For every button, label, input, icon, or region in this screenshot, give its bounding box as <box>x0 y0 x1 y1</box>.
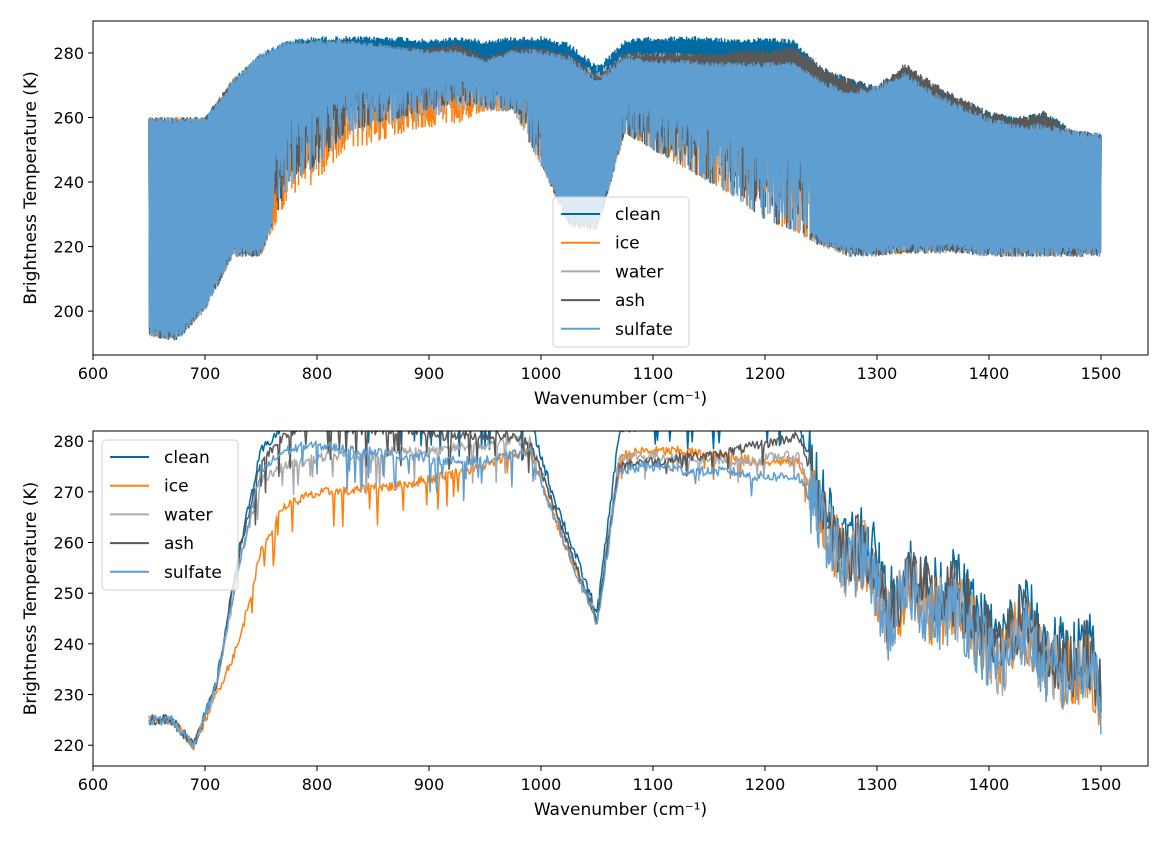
x-tick-label: 900 <box>414 364 445 383</box>
y-tick-label: 260 <box>53 108 84 127</box>
series-line-sulfate <box>148 39 1102 340</box>
legend-label-sulfate: sulfate <box>615 320 673 340</box>
y-tick-label: 240 <box>53 173 84 192</box>
legend-box <box>552 196 690 348</box>
x-tick-label: 1300 <box>857 364 898 383</box>
x-tick-label: 900 <box>414 775 445 794</box>
legend-box <box>101 439 239 591</box>
legend-label-water: water <box>164 505 212 525</box>
plot-area <box>148 431 1102 751</box>
legend-label-ash: ash <box>164 534 194 554</box>
y-tick-label: 260 <box>53 533 84 552</box>
legend: clean ice water ash sulfate <box>101 439 239 591</box>
x-tick-label: 700 <box>190 364 221 383</box>
x-axis-label: Wavenumber (cm⁻¹) <box>534 389 707 409</box>
axes-frame <box>92 430 1149 767</box>
legend-label-clean: clean <box>164 448 210 468</box>
x-tick-label: 700 <box>190 775 221 794</box>
y-tick-label: 280 <box>53 432 84 451</box>
series-line-sulfate <box>148 440 1102 750</box>
x-tick-label: 800 <box>302 775 333 794</box>
x-tick-label: 1000 <box>521 364 562 383</box>
y-tick-label: 240 <box>53 635 84 654</box>
legend-label-ash: ash <box>615 291 645 311</box>
x-tick-label: 1100 <box>633 364 674 383</box>
y-tick-label: 220 <box>53 736 84 755</box>
y-tick-label: 200 <box>53 302 84 321</box>
legend-label-ice: ice <box>615 234 640 254</box>
y-tick-label: 280 <box>53 44 84 63</box>
y-tick-label: 220 <box>53 238 84 257</box>
x-tick-label: 1200 <box>745 775 786 794</box>
x-tick-label: 1000 <box>521 775 562 794</box>
x-tick-label: 1500 <box>1081 364 1122 383</box>
legend-label-ice: ice <box>164 477 189 497</box>
x-axis-label: Wavenumber (cm⁻¹) <box>534 800 707 820</box>
y-axis-label: Brightness Temperature (K) <box>21 482 41 715</box>
y-axis-label: Brightness Temperature (K) <box>21 71 41 304</box>
legend: clean ice water ash sulfate <box>552 196 690 348</box>
x-tick-label: 800 <box>302 364 333 383</box>
bottom-subplot: 600 700 800 900 1000 1100 1200 1300 1400 1500 220 2… <box>21 430 1149 820</box>
axes-frame <box>92 20 1149 356</box>
x-tick-label: 1400 <box>969 364 1010 383</box>
y-tick-label: 250 <box>53 584 84 603</box>
legend-label-clean: clean <box>615 205 661 225</box>
x-tick-label: 1300 <box>857 775 898 794</box>
x-tick-label: 1500 <box>1081 775 1122 794</box>
plot-area <box>148 36 1102 341</box>
x-tick-label: 600 <box>78 364 109 383</box>
y-tick-label: 270 <box>53 483 84 502</box>
legend-label-sulfate: sulfate <box>164 563 222 583</box>
legend-label-water: water <box>615 262 663 282</box>
x-tick-label: 1400 <box>969 775 1010 794</box>
x-tick-label: 600 <box>78 775 109 794</box>
y-tick-label: 230 <box>53 686 84 705</box>
x-tick-label: 1200 <box>745 364 786 383</box>
top-subplot: 600 700 800 900 1000 1100 1200 1300 1400 1500 200 2… <box>21 20 1149 409</box>
x-tick-label: 1100 <box>633 775 674 794</box>
